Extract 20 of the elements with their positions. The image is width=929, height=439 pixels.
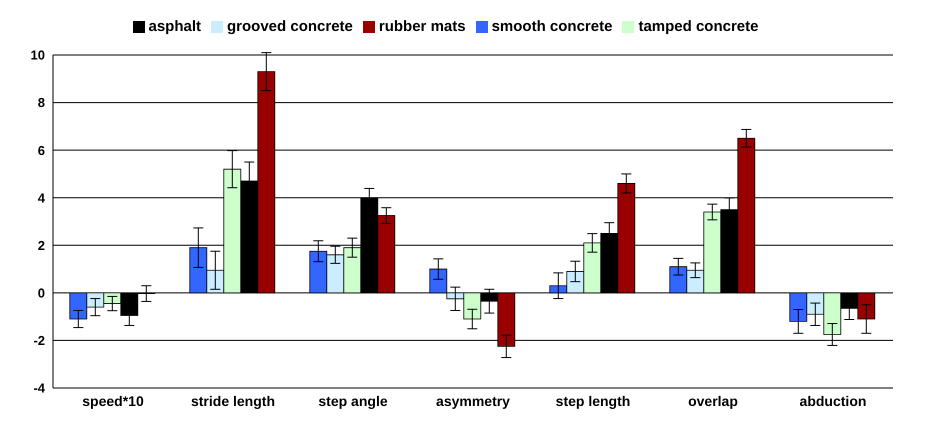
y-tick-label: -2: [33, 333, 45, 348]
x-tick-label: overlap: [688, 392, 738, 409]
x-tick-label: speed*10: [82, 392, 144, 409]
legend-label: rubber mats: [378, 18, 466, 35]
x-tick-label: step angle: [318, 392, 388, 409]
legend-label: asphalt: [148, 18, 202, 35]
x-tick-label: stride length: [190, 392, 276, 409]
legend-label: tamped concrete: [638, 18, 758, 35]
x-tick-label: asymmetry: [436, 392, 510, 409]
y-tick-label: 10: [30, 48, 45, 63]
y-tick-label: 6: [38, 142, 45, 158]
y-tick-label: 8: [38, 95, 45, 110]
legend-label: grooved concrete: [227, 18, 353, 35]
y-tick-label: 0: [38, 285, 45, 300]
y-tick-label: -4: [33, 380, 46, 396]
y-tick-label: 4: [38, 190, 46, 206]
legend-label: smooth concrete: [492, 18, 612, 35]
y-tick-label: 2: [38, 238, 45, 253]
x-tick-label: abduction: [800, 392, 866, 409]
x-tick-label: step length: [556, 392, 630, 409]
